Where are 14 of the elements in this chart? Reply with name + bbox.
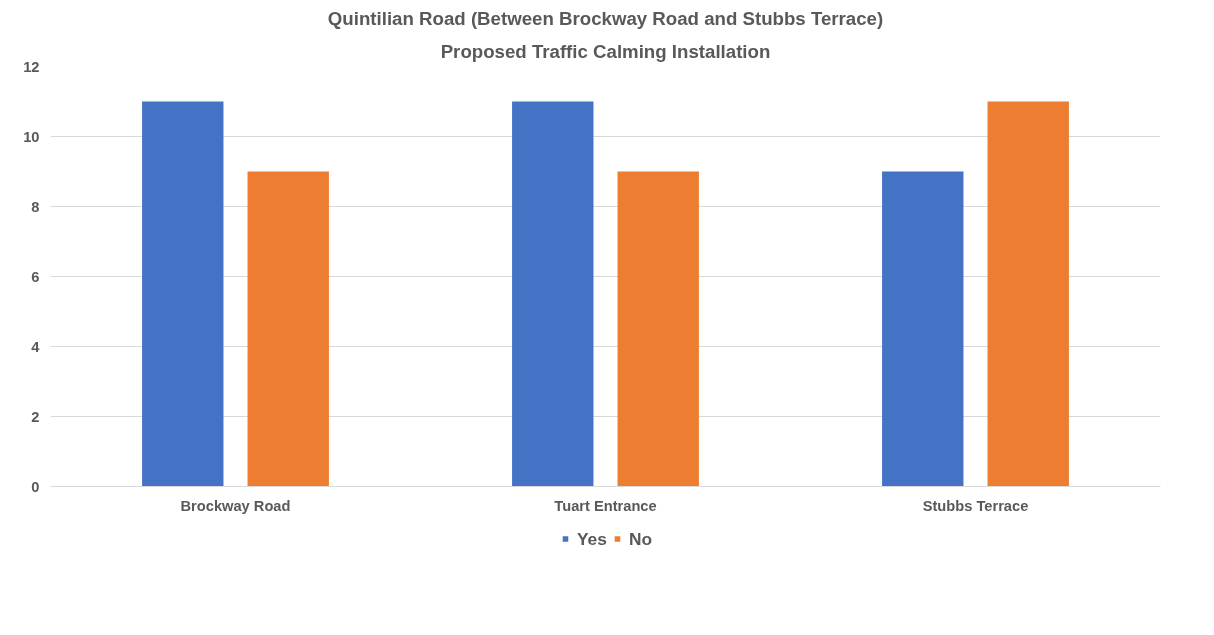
y-tick-label: 8 (31, 198, 40, 215)
x-tick-label: Stubbs Terrace (922, 497, 1029, 514)
x-tick-label: Tuart Entrance (554, 497, 657, 514)
y-tick-label: 2 (31, 408, 40, 425)
y-tick-label: 0 (31, 478, 40, 495)
y-tick-label: 6 (31, 268, 40, 285)
x-tick-label: Brockway Road (180, 497, 291, 514)
y-tick-label: 12 (23, 58, 40, 75)
chart-subtitle: Proposed Traffic Calming Installation (440, 40, 771, 62)
y-tick-label: 4 (31, 338, 41, 355)
legend-label: Yes (577, 528, 607, 549)
y-tick-label: 10 (23, 128, 40, 145)
legend-label: No (628, 528, 652, 549)
chart-title: Quintilian Road (Between Brockway Road and Stubbs Terrace) (327, 7, 884, 29)
